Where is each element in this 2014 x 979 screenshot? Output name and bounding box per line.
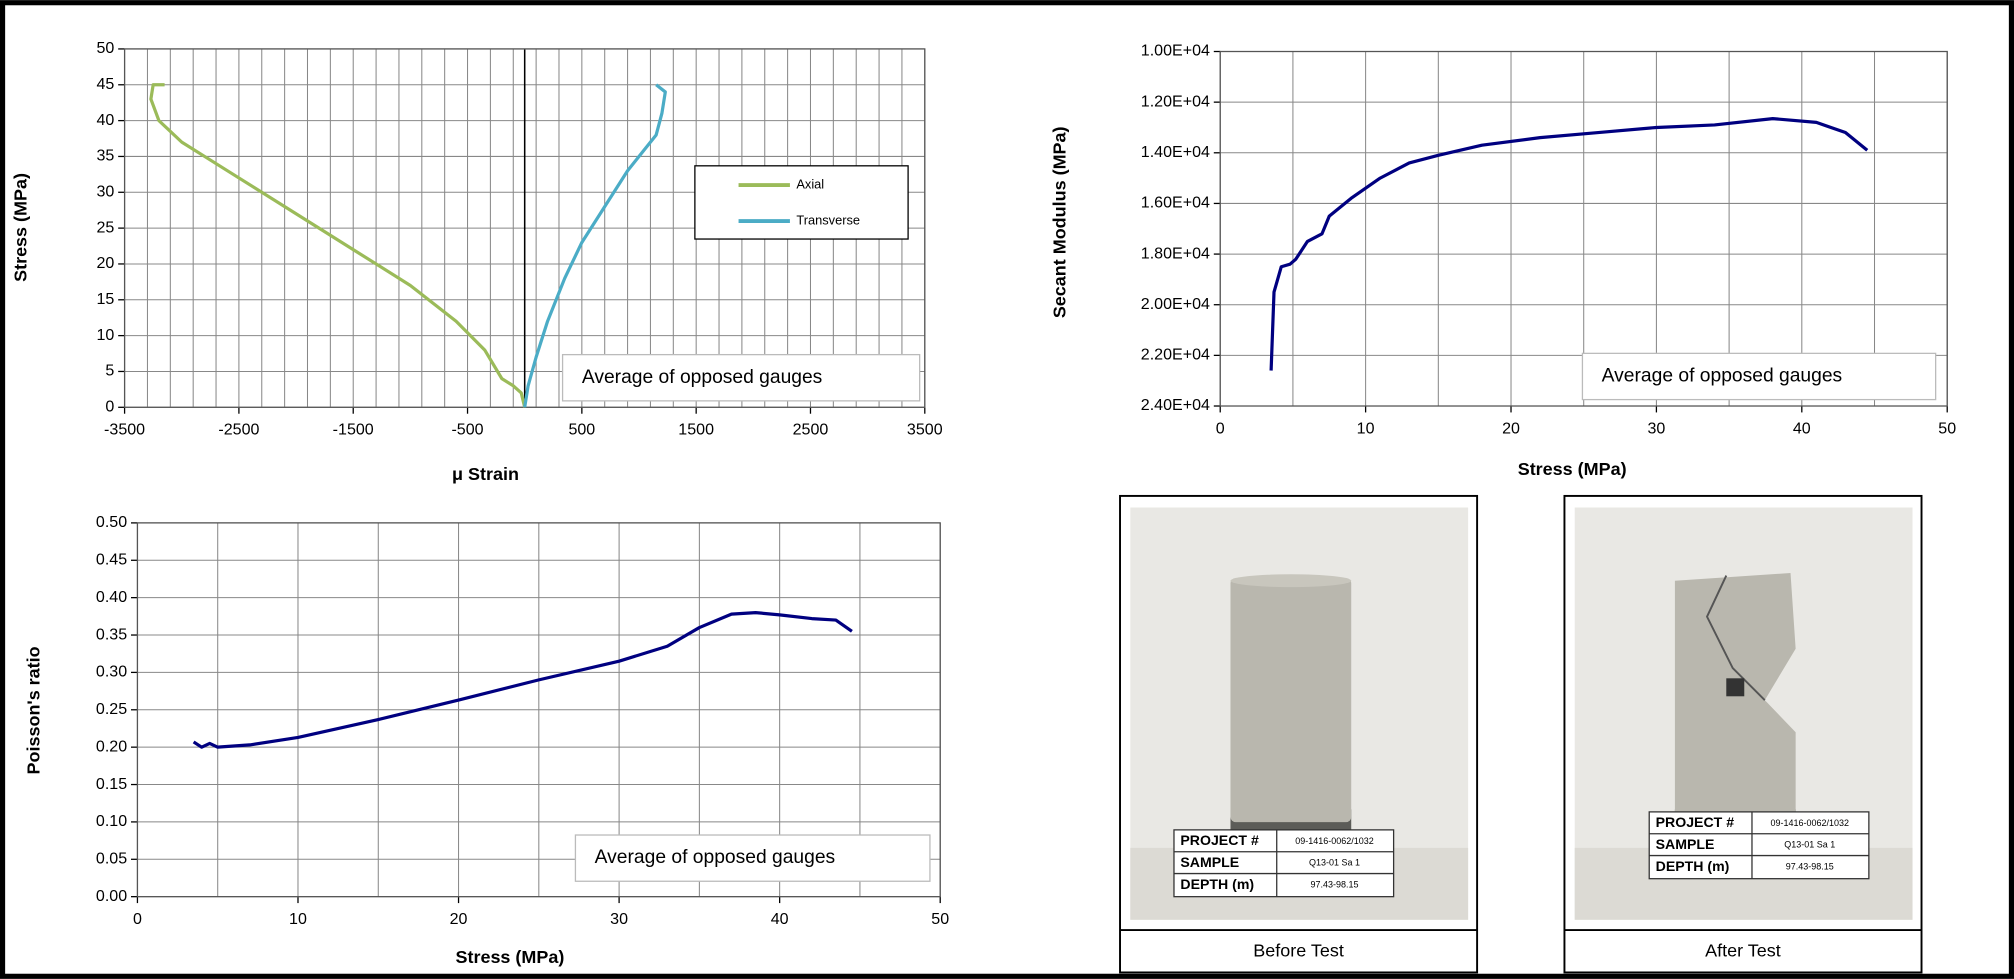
figure: -3500-2500-1500-500500150025003500051015… xyxy=(0,0,2014,979)
y-tick-label: 1.40E+04 xyxy=(1141,143,1210,161)
y-tick-label: 0.35 xyxy=(96,625,127,643)
card-value: 09-1416-0062/1032 xyxy=(1771,818,1849,828)
y-tick-label: 0.30 xyxy=(96,663,127,681)
card-key: SAMPLE xyxy=(1656,836,1715,852)
y-tick-label: 35 xyxy=(96,147,114,165)
y-tick-label: 45 xyxy=(96,75,114,93)
x-tick-label: 20 xyxy=(1502,419,1520,437)
y-tick-label: 40 xyxy=(96,111,114,129)
card-value: Q13-01 Sa 1 xyxy=(1309,858,1360,868)
page: {"chart_data": [ {"type": "line", "xlabe… xyxy=(0,0,2014,979)
legend-label: Axial xyxy=(796,176,824,191)
x-axis-title: Stress (MPa) xyxy=(455,947,564,967)
y-tick-label: 0.20 xyxy=(96,737,127,755)
y-tick-label: 1.20E+04 xyxy=(1141,92,1210,110)
sample xyxy=(1230,578,1351,822)
y-tick-label: 0.00 xyxy=(96,887,127,905)
annotation: Average of opposed gauges xyxy=(1602,366,1842,387)
x-tick-label: -2500 xyxy=(218,421,259,439)
card-value: Q13-01 Sa 1 xyxy=(1784,840,1835,850)
x-tick-label: -500 xyxy=(451,421,483,439)
annotation: Average of opposed gauges xyxy=(595,847,835,868)
x-axis-title: Stress (MPa) xyxy=(1518,459,1627,479)
legend-label: Transverse xyxy=(796,212,860,227)
y-tick-label: 1.00E+04 xyxy=(1141,42,1210,60)
y-tick-label: 15 xyxy=(96,290,114,308)
x-tick-label: -3500 xyxy=(104,421,145,439)
y-tick-label: 2.20E+04 xyxy=(1141,346,1210,364)
y-tick-label: 1.80E+04 xyxy=(1141,244,1210,262)
y-axis-title: Stress (MPa) xyxy=(11,173,31,282)
y-axis-title: Secant Modulus (MPa) xyxy=(1050,126,1070,318)
y-tick-label: 0.25 xyxy=(96,700,127,718)
photo-caption: After Test xyxy=(1705,941,1781,961)
y-tick-label: 1.60E+04 xyxy=(1141,194,1210,212)
x-tick-label: 1500 xyxy=(678,421,714,439)
gauge xyxy=(1726,678,1744,696)
y-tick-label: 0.05 xyxy=(96,850,127,868)
card-key: SAMPLE xyxy=(1180,854,1239,870)
card-key: PROJECT # xyxy=(1656,814,1735,830)
x-tick-label: 30 xyxy=(610,910,628,928)
x-tick-label: -1500 xyxy=(333,421,374,439)
y-tick-label: 2.00E+04 xyxy=(1141,295,1210,313)
card-value: 09-1416-0062/1032 xyxy=(1295,836,1373,846)
y-tick-label: 0.10 xyxy=(96,812,127,830)
card-key: DEPTH (m) xyxy=(1180,876,1254,892)
y-tick-label: 0.50 xyxy=(96,513,127,531)
x-tick-label: 40 xyxy=(771,910,789,928)
y-tick-label: 50 xyxy=(96,39,114,57)
card-key: DEPTH (m) xyxy=(1656,858,1730,874)
y-tick-label: 5 xyxy=(105,362,114,380)
x-tick-label: 30 xyxy=(1647,419,1665,437)
x-axis-title: μ Strain xyxy=(452,464,519,484)
y-axis-title: Poisson's ratio xyxy=(23,646,43,774)
y-tick-label: 0.40 xyxy=(96,588,127,606)
sample-top xyxy=(1230,574,1351,587)
x-tick-label: 3500 xyxy=(907,421,943,439)
photo-caption: Before Test xyxy=(1253,941,1344,961)
x-tick-label: 10 xyxy=(1357,419,1375,437)
x-tick-label: 20 xyxy=(450,910,468,928)
x-tick-label: 50 xyxy=(1938,419,1956,437)
x-tick-label: 50 xyxy=(931,910,949,928)
x-tick-label: 0 xyxy=(133,910,142,928)
card-value: 97.43-98.15 xyxy=(1311,879,1359,889)
card-value: 97.43-98.15 xyxy=(1786,862,1834,872)
x-tick-label: 500 xyxy=(568,421,595,439)
y-tick-label: 0.15 xyxy=(96,775,127,793)
y-tick-label: 10 xyxy=(96,326,114,344)
y-tick-label: 2.40E+04 xyxy=(1141,396,1210,414)
annotation: Average of opposed gauges xyxy=(582,367,822,388)
y-tick-label: 25 xyxy=(96,218,114,236)
y-tick-label: 30 xyxy=(96,183,114,201)
x-tick-label: 2500 xyxy=(793,421,829,439)
x-tick-label: 10 xyxy=(289,910,307,928)
y-tick-label: 0 xyxy=(105,398,114,416)
y-tick-label: 0.45 xyxy=(96,551,127,569)
card-key: PROJECT # xyxy=(1180,832,1259,848)
x-tick-label: 40 xyxy=(1793,419,1811,437)
y-tick-label: 20 xyxy=(96,254,114,272)
x-tick-label: 0 xyxy=(1216,419,1225,437)
